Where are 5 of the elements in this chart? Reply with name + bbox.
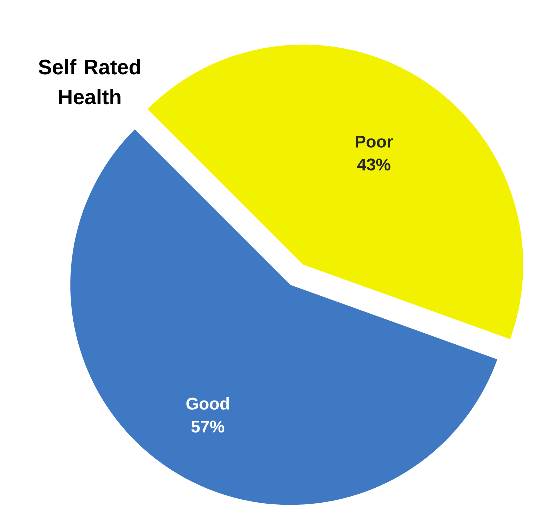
slice-label: Good xyxy=(186,397,230,410)
slice-label: Poor xyxy=(356,136,394,148)
text: Self Rated Health xyxy=(38,59,140,105)
data-label: 57% xyxy=(192,420,225,433)
data-label: 43% xyxy=(357,158,391,171)
